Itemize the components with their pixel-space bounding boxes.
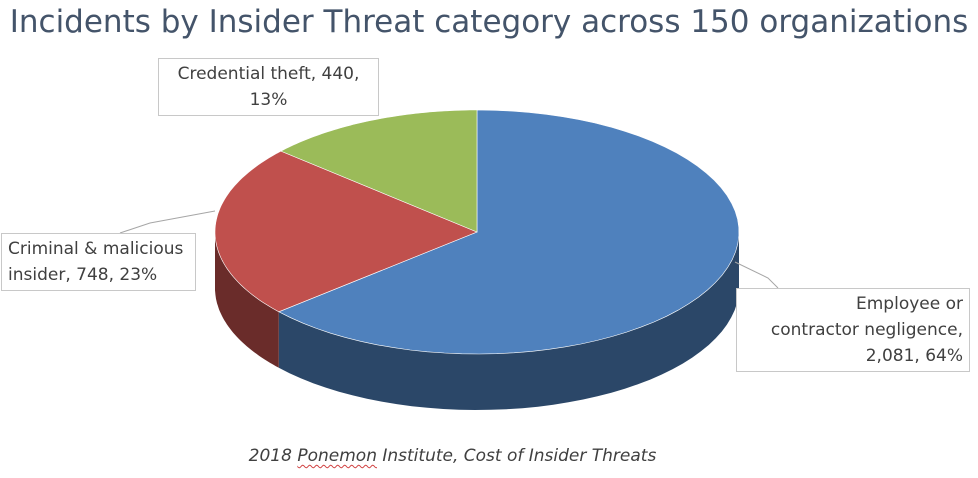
pie-side-employee-negligence xyxy=(278,232,739,410)
data-label-line: 2,081, 64% xyxy=(865,346,963,366)
pie-side-criminal-insider xyxy=(215,232,279,368)
data-label-line: insider, 748, 23% xyxy=(8,265,158,285)
leader-line-criminal-insider xyxy=(119,210,216,234)
data-label-credential-theft: Credential theft, 440, 13% xyxy=(158,58,379,116)
pie-slices xyxy=(214,109,740,355)
pie-slice-credential-theft xyxy=(280,109,478,233)
pie-slice-criminal-insider xyxy=(214,150,478,313)
data-label-line: Credential theft, 440, xyxy=(177,64,360,84)
data-label-line: 13% xyxy=(249,90,288,110)
data-label-line: contractor negligence, xyxy=(770,320,963,340)
data-label-line: Employee or xyxy=(856,294,963,314)
caption-suffix: Institute, Cost of Insider Threats xyxy=(376,446,657,466)
caption-underlined-word: Ponemon xyxy=(297,446,377,466)
caption-prefix: 2018 xyxy=(248,446,298,466)
pie-slice-employee-negligence xyxy=(278,109,740,355)
source-caption: 2018 Ponemon Institute, Cost of Insider … xyxy=(0,446,905,466)
data-label-employee-negligence: Employee or contractor negligence, 2,081… xyxy=(736,288,970,372)
pie-side-walls xyxy=(215,232,739,410)
leader-line-employee-negligence xyxy=(734,261,779,289)
chart-title: Incidents by Insider Threat category acr… xyxy=(9,4,969,40)
data-label-line: Criminal & malicious xyxy=(8,239,184,259)
data-label-criminal-insider: Criminal & malicious insider, 748, 23% xyxy=(1,233,196,291)
